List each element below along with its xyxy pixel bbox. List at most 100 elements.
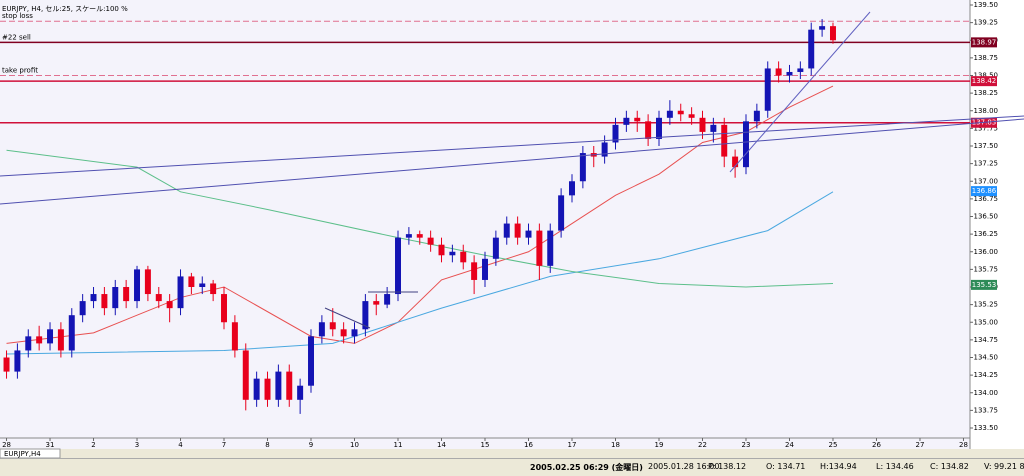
y-tick-label: 135.00 [974, 318, 999, 326]
level-label: take profit [2, 67, 38, 75]
candle-body [666, 110, 673, 118]
x-tick-label: 9 [309, 441, 313, 449]
x-tick-label: 11 [394, 441, 403, 449]
status-field: 2005.01.28 16:00 [648, 462, 720, 471]
candle-body [36, 336, 43, 344]
y-tick-label: 137.25 [974, 160, 999, 168]
y-tick-label: 138.50 [974, 72, 999, 80]
price-axis [970, 0, 1024, 449]
candle-body [329, 322, 336, 330]
candle-body [25, 336, 32, 351]
candle-body [68, 315, 75, 351]
price-tag [971, 186, 997, 197]
candle-body [808, 29, 815, 69]
y-tick-label: 138.00 [974, 107, 999, 115]
candle-body [286, 371, 293, 400]
candle-body [275, 371, 282, 400]
candle-body [144, 269, 151, 295]
x-tick-label: 8 [265, 441, 269, 449]
candle-body [612, 124, 619, 143]
x-tick-label: 25 [829, 441, 838, 449]
candle-body [634, 117, 641, 122]
candle-body [166, 301, 173, 309]
candle-body [536, 230, 543, 266]
chart-window: EURJPY, H4, セル:25, スケール:100 % EURJPY,H4 … [0, 0, 1024, 458]
x-tick-label: 17 [568, 441, 577, 449]
status-field: 2005.02.25 06:29 (金曜日) [530, 463, 643, 472]
candle-body [460, 251, 467, 263]
status-field: O: 134.71 [766, 462, 806, 471]
x-tick-label: 4 [178, 441, 183, 449]
trend-line [0, 115, 1024, 177]
candle-body [264, 378, 271, 400]
candle-body [786, 71, 793, 76]
chart-tab[interactable] [0, 448, 61, 458]
trend-line [324, 307, 371, 329]
candle-body [514, 223, 521, 238]
x-tick-label: 27 [916, 441, 925, 449]
y-tick-label: 135.75 [974, 265, 999, 273]
price-tag-label: 135.53 [972, 281, 997, 289]
candle-body [427, 237, 434, 245]
candle-body [645, 121, 652, 139]
candle-body [384, 294, 391, 305]
trend-lines [0, 11, 1024, 329]
candle-body [579, 153, 586, 182]
y-tick-label: 137.50 [974, 142, 999, 150]
status-field: C: 134.82 [930, 462, 969, 471]
chart-title: EURJPY, H4, セル:25, スケール:100 % [2, 5, 128, 13]
y-tick-label: 134.75 [974, 336, 999, 344]
candle-body [318, 322, 325, 337]
x-tick-label: 18 [611, 441, 620, 449]
candle-body [221, 294, 228, 323]
candle-body [112, 287, 119, 309]
status-field: P: 138.12 [708, 462, 747, 471]
status-bar: 2005.02.25 06:29 (金曜日) 2005.01.28 16:00 P:… [0, 458, 1024, 476]
candle-body [699, 117, 706, 132]
candle-body [373, 301, 380, 305]
candle-body [558, 195, 565, 231]
x-tick-label: 15 [481, 441, 490, 449]
candle-body [134, 269, 141, 302]
y-tick-label: 133.50 [974, 424, 999, 432]
candle-body [482, 258, 488, 280]
price-tag [971, 37, 997, 48]
x-tick-label: 22 [698, 441, 707, 449]
candle-body [753, 110, 760, 122]
x-tick-label: 28 [2, 441, 11, 449]
trend-line [0, 118, 1024, 205]
y-tick-label: 138.25 [974, 89, 999, 97]
x-tick-label: 23 [742, 441, 751, 449]
candle-body [569, 181, 575, 196]
candle-body [395, 237, 401, 295]
candle-body [79, 301, 86, 316]
price-tag-label: 138.42 [972, 77, 997, 85]
candle-body [253, 378, 260, 400]
candle-body [123, 287, 130, 302]
price-tag-label: 138.97 [972, 38, 997, 46]
x-tick-label: 31 [46, 441, 55, 449]
y-tick-label: 134.25 [974, 371, 999, 379]
status-field: L: 134.46 [876, 462, 914, 471]
level-label: #22 sell [2, 33, 31, 41]
candle-body [732, 156, 739, 168]
candle-body [688, 114, 695, 118]
moving-average [6, 191, 834, 355]
candle-body [297, 385, 304, 400]
candle-body [90, 294, 97, 302]
candle-body [14, 350, 21, 372]
candle-body [308, 336, 314, 386]
candle-body [797, 68, 804, 72]
y-tick-label: 139.50 [974, 1, 999, 9]
candle-body [210, 283, 217, 295]
chart-tab-label[interactable]: EURJPY,H4 [4, 450, 41, 458]
status-field: H:134.94 [820, 462, 857, 471]
candle-body [57, 329, 64, 351]
level-label: stop loss [2, 12, 33, 20]
candle-body [677, 110, 684, 115]
x-tick-label: 10 [350, 441, 359, 449]
candle-body [242, 350, 249, 400]
candle-body [471, 262, 478, 280]
x-tick-label: 16 [524, 441, 533, 449]
candle-body [231, 322, 238, 351]
